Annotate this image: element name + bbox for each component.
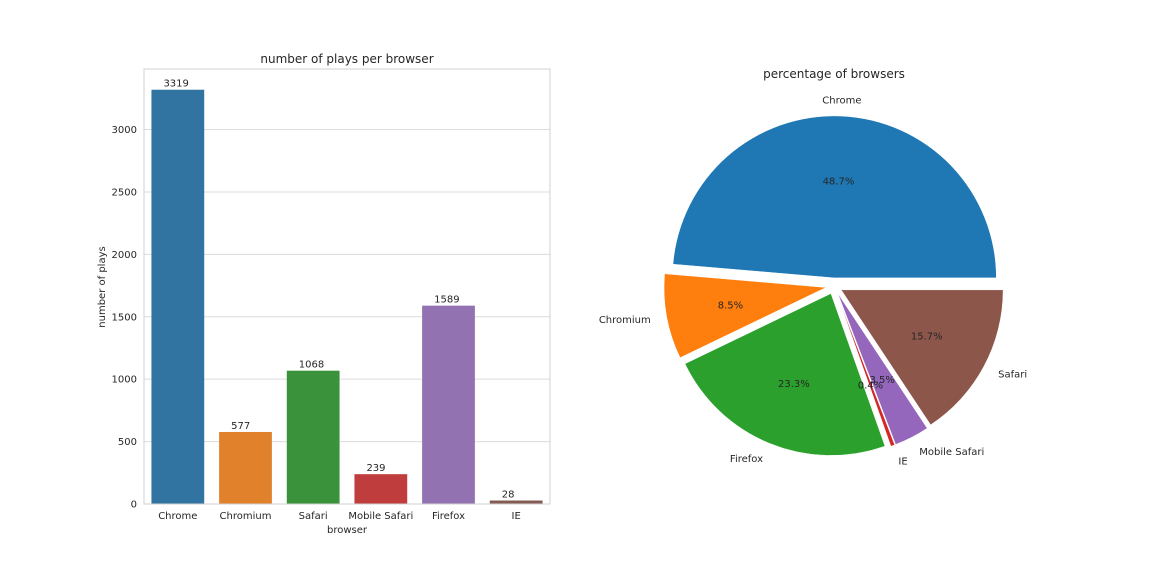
pie-category-label: IE [898, 456, 907, 467]
bar-y-axis-label: number of plays [97, 246, 108, 327]
bar-chart-title: number of plays per browser [260, 52, 433, 66]
bar-data-label: 1589 [434, 295, 459, 306]
bar-y-tick-label: 2500 [112, 187, 137, 198]
pie-wedge-mobile-safari [837, 293, 928, 445]
bar-y-tick-label: 500 [118, 437, 137, 448]
bar-data-label: 3319 [163, 79, 188, 90]
bar-x-tick-label: Safari [299, 511, 328, 522]
bar-x-axis-label: browser [327, 525, 368, 536]
pie-labels: Chrome 48.7% Chromium 8.5% Firefox 23.3% IE 0.4… [599, 95, 1027, 467]
pie-wedge-chromium [663, 273, 827, 359]
bar-firefox [422, 305, 475, 504]
bar-gridlines [144, 129, 550, 505]
pie-percent-label: 48.7% [823, 176, 855, 187]
bar-data-label: 577 [231, 421, 250, 432]
bar-x-tick-label: Chrome [158, 511, 197, 522]
pie-percent-label: 3.5% [869, 375, 894, 386]
bar-data-label: 1068 [299, 360, 324, 371]
pie-category-label: Chrome [822, 95, 861, 106]
pie-wedge-chrome [672, 115, 997, 279]
bar-chromium [219, 431, 272, 504]
bar-data-label: 239 [366, 463, 385, 474]
pie-percent-label: 23.3% [778, 379, 810, 390]
pie-percent-label: 15.7% [911, 331, 943, 342]
bar-x-tick-labels: Chrome Chromium Safari Mobile Safari Firefox… [158, 511, 521, 522]
bar-y-tick-label: 0 [131, 500, 137, 511]
bar-ie [489, 500, 543, 504]
pie-category-label: Firefox [730, 454, 763, 465]
pie-wedges [663, 115, 1004, 456]
bar-y-tick-label: 1500 [112, 312, 137, 323]
bar-data-label: 28 [502, 490, 515, 501]
bar-safari [286, 370, 340, 504]
bar-marks: 3319 577 1068 239 1589 28 [151, 79, 543, 505]
pie-category-label: Safari [998, 370, 1027, 381]
bar-y-tick-label: 1000 [112, 375, 137, 386]
pie-wedge-firefox [684, 293, 886, 456]
pie-chart: percentage of browsers Chrome 48.7% Chromi… [599, 67, 1027, 467]
bar-x-tick-label: IE [512, 511, 521, 522]
bar-x-tick-label: Mobile Safari [348, 511, 413, 522]
bar-x-tick-label: Firefox [432, 511, 465, 522]
bar-y-tick-label: 3000 [112, 125, 137, 136]
pie-category-label: Mobile Safari [919, 447, 984, 458]
pie-percent-label: 0.4% [858, 380, 883, 391]
pie-percent-label: 8.5% [718, 301, 743, 312]
bar-chrome [151, 89, 205, 505]
bar-x-tick-label: Chromium [220, 511, 272, 522]
bar-y-tick-labels: 0 500 1000 1500 2000 2500 3000 [112, 125, 137, 510]
bar-chart: number of plays per browser 0 500 1000 1500… [97, 52, 551, 536]
pie-wedge-ie [836, 293, 896, 447]
bar-plot-frame [143, 68, 551, 505]
bar-mobile-safari [354, 474, 408, 504]
pie-category-label: Chromium [599, 315, 651, 326]
pie-chart-title: percentage of browsers [763, 67, 905, 81]
pie-wedge-safari [840, 289, 1004, 426]
bar-y-tick-label: 2000 [112, 250, 137, 261]
